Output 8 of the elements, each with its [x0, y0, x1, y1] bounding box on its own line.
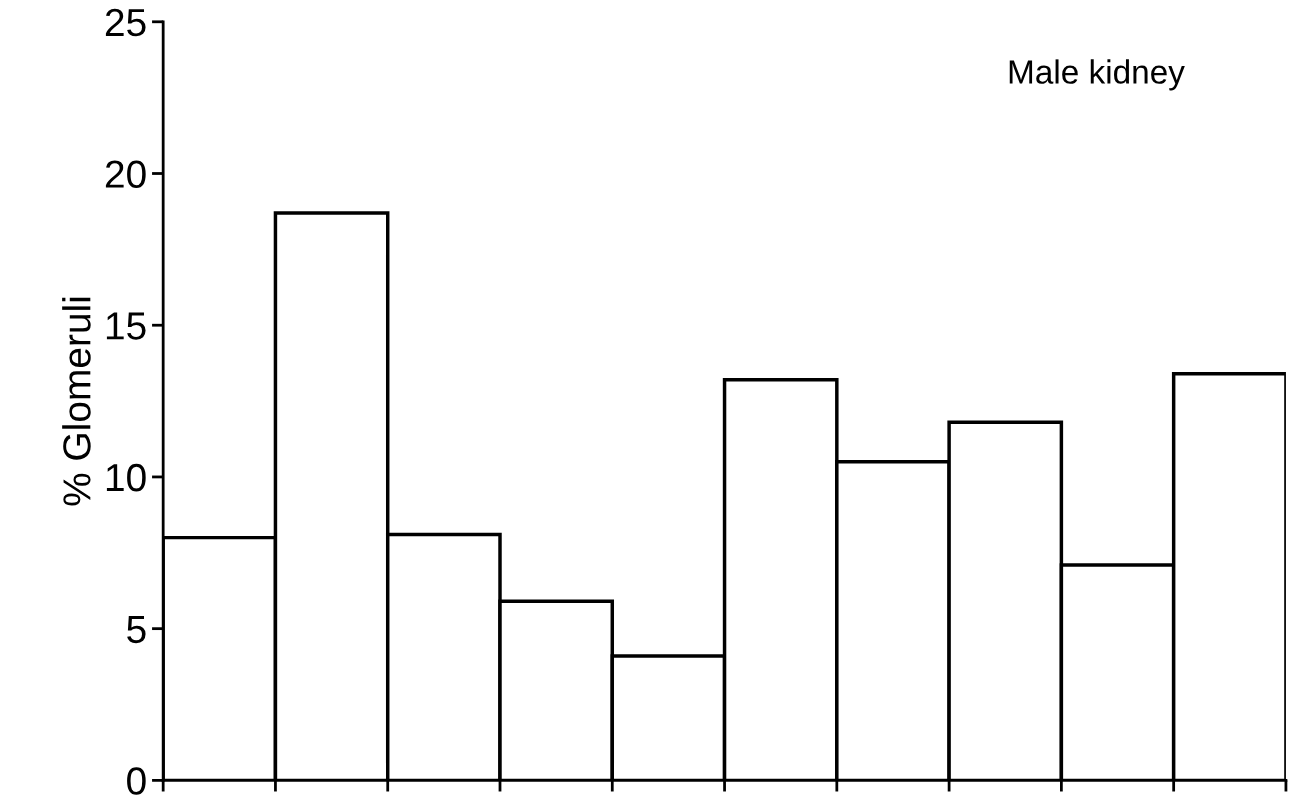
y-tick-label: 15: [106, 312, 146, 340]
y-tick-label: 0: [127, 767, 146, 795]
y-tick-label: 25: [105, 8, 146, 37]
y-tick-label: 20: [105, 160, 146, 188]
y-axis-title: % Glomeruli: [62, 297, 91, 506]
y-tick-label: 5: [127, 615, 146, 644]
y-tick-label: 10: [106, 463, 146, 492]
annotation: Male kidney: [1009, 59, 1185, 91]
